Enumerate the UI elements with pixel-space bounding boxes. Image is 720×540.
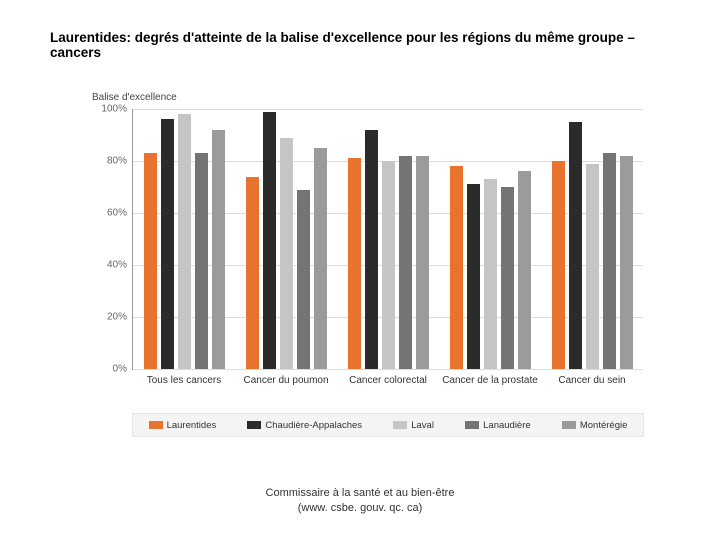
x-tick-label: Cancer du sein <box>541 375 643 387</box>
y-tick-label: 40% <box>107 260 127 271</box>
footer-line1: Commissaire à la santé et au bien-être <box>0 486 720 500</box>
y-tick-label: 60% <box>107 208 127 219</box>
bar <box>467 184 480 369</box>
bar <box>280 138 293 369</box>
bar <box>314 148 327 369</box>
bar <box>161 119 174 369</box>
bar <box>416 156 429 369</box>
legend-label: Chaudière-Appalaches <box>265 420 362 431</box>
bar <box>620 156 633 369</box>
bar <box>178 114 191 369</box>
x-tick-label: Tous les cancers <box>133 375 235 387</box>
x-tick-label: Cancer du poumon <box>235 375 337 387</box>
legend-label: Lanaudière <box>483 420 531 431</box>
y-tick-label: 0% <box>113 364 127 375</box>
legend-item: Montérégie <box>562 420 628 431</box>
y-tick-label: 20% <box>107 312 127 323</box>
legend-item: Laval <box>393 420 434 431</box>
y-axis-title: Balise d'excellence <box>92 92 177 103</box>
bar <box>450 166 463 369</box>
bar <box>552 161 565 369</box>
bar <box>297 190 310 369</box>
bar <box>365 130 378 369</box>
bar <box>382 161 395 369</box>
legend-swatch <box>562 421 576 429</box>
bar-group <box>337 130 439 369</box>
bar-group <box>439 166 541 369</box>
bar <box>484 179 497 369</box>
chart-title: Laurentides: degrés d'atteinte de la bal… <box>50 30 670 60</box>
footer: Commissaire à la santé et au bien-être (… <box>0 486 720 515</box>
legend-swatch <box>247 421 261 429</box>
bar <box>501 187 514 369</box>
bar <box>144 153 157 369</box>
x-tick-label: Cancer colorectal <box>337 375 439 387</box>
legend-label: Laval <box>411 420 434 431</box>
footer-line2: (www. csbe. gouv. qc. ca) <box>0 501 720 515</box>
legend-label: Laurentides <box>167 420 217 431</box>
grid-line <box>133 369 643 370</box>
plot-area: 0%20%40%60%80%100%Tous les cancersCancer… <box>132 109 643 370</box>
bar <box>603 153 616 369</box>
legend-label: Montérégie <box>580 420 628 431</box>
legend: Laurentides Chaudière-Appalaches Laval Lana… <box>132 413 644 437</box>
legend-swatch <box>393 421 407 429</box>
legend-item: Lanaudière <box>465 420 531 431</box>
legend-swatch <box>149 421 163 429</box>
bar <box>195 153 208 369</box>
y-tick-label: 80% <box>107 156 127 167</box>
legend-item: Laurentides <box>149 420 217 431</box>
bar <box>212 130 225 369</box>
bar-group <box>133 114 235 369</box>
chart-area: Balise d'excellence 0%20%40%60%80%100%To… <box>90 95 650 415</box>
legend-swatch <box>465 421 479 429</box>
bar <box>348 158 361 369</box>
bar <box>399 156 412 369</box>
bar <box>586 164 599 369</box>
bar <box>263 112 276 369</box>
y-tick-label: 100% <box>101 104 127 115</box>
bar <box>246 177 259 369</box>
bar <box>569 122 582 369</box>
grid-line <box>133 109 643 110</box>
bar <box>518 171 531 369</box>
bar-group <box>235 112 337 369</box>
legend-item: Chaudière-Appalaches <box>247 420 362 431</box>
bar-group <box>541 122 643 369</box>
x-tick-label: Cancer de la prostate <box>439 375 541 387</box>
